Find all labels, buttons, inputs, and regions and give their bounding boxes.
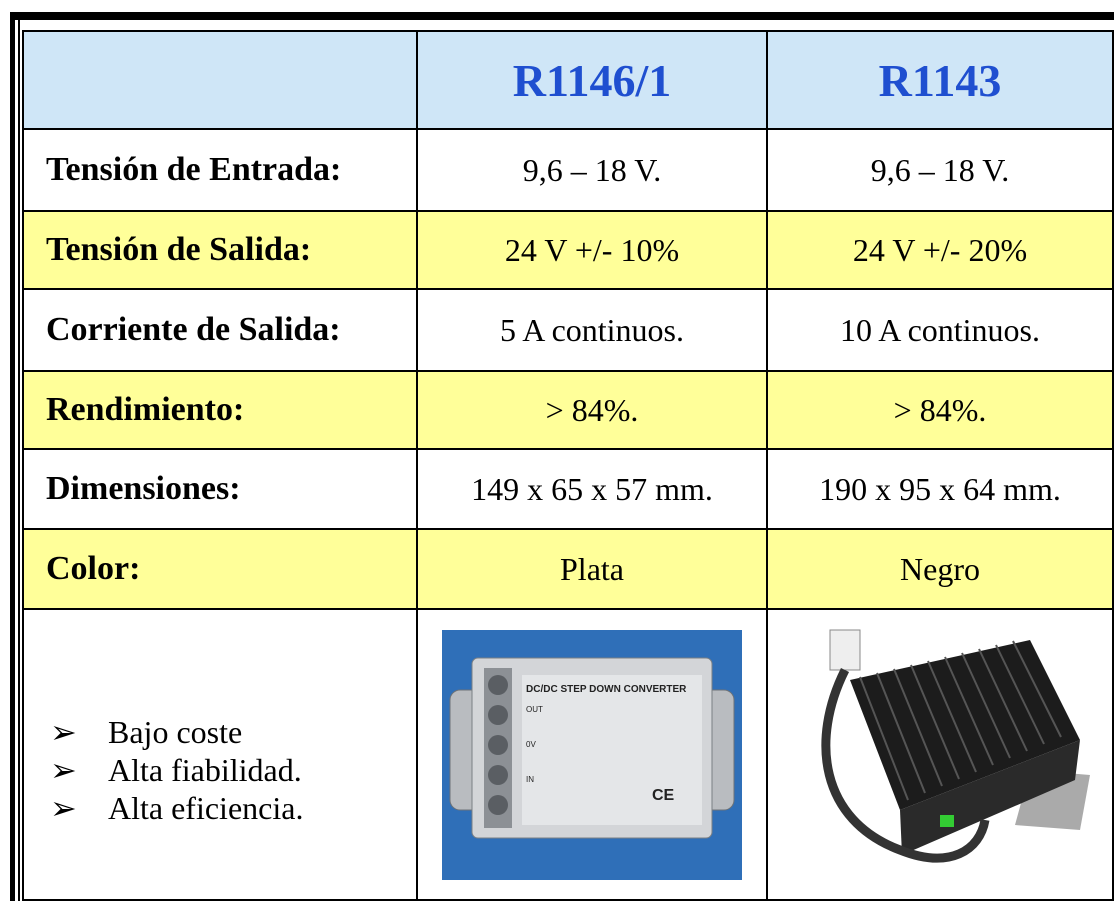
- column-header: R1143: [768, 30, 1114, 130]
- frame: [10, 12, 15, 901]
- spec-value: 9,6 – 18 V.: [418, 130, 768, 212]
- header-cell: [22, 30, 418, 130]
- frame: [18, 12, 20, 901]
- photo-label: OUT: [526, 705, 543, 714]
- features-cell: Bajo costeAlta fiabilidad.Alta eficienci…: [22, 610, 418, 901]
- product-photo: DC/DC STEP DOWN CONVERTER OUT 0V IN CE: [442, 629, 742, 880]
- photo-label: CE: [652, 787, 675, 804]
- row-label: Tensión de Salida:: [22, 212, 418, 290]
- spec-table: R1146/1 R1143 Tensión de Entrada: 9,6 – 18 …: [22, 30, 1114, 901]
- spec-value: 9,6 – 18 V.: [768, 130, 1114, 212]
- spec-value: Plata: [418, 530, 768, 610]
- photo-label: IN: [526, 775, 534, 784]
- row-label: Tensión de Entrada:: [22, 130, 418, 212]
- spec-value: 190 x 95 x 64 mm.: [768, 450, 1114, 530]
- feature-list: Bajo costeAlta fiabilidad.Alta eficienci…: [24, 713, 303, 827]
- photo-label: 0V: [526, 740, 536, 749]
- row-label: Dimensiones:: [22, 450, 418, 530]
- spec-value: 24 V +/- 20%: [768, 212, 1114, 290]
- row-label: Color:: [22, 530, 418, 610]
- frame: [10, 12, 1114, 20]
- feature: Bajo coste: [50, 713, 303, 751]
- spec-value: > 84%.: [418, 372, 768, 450]
- row-label: Rendimiento:: [22, 372, 418, 450]
- image-cell: [768, 610, 1114, 901]
- image-cell: DC/DC STEP DOWN CONVERTER OUT 0V IN CE: [418, 610, 768, 901]
- row-label: Corriente de Salida:: [22, 290, 418, 372]
- spec-value: 24 V +/- 10%: [418, 212, 768, 290]
- feature: Alta fiabilidad.: [50, 751, 303, 789]
- photo-label: DC/DC STEP DOWN CONVERTER: [526, 684, 687, 695]
- spec-value: 10 A continuos.: [768, 290, 1114, 372]
- column-header: R1146/1: [418, 30, 768, 130]
- spec-value: 149 x 65 x 57 mm.: [418, 450, 768, 530]
- spec-value: 5 A continuos.: [418, 290, 768, 372]
- feature: Alta eficiencia.: [50, 789, 303, 827]
- spec-value: > 84%.: [768, 372, 1114, 450]
- spec-value: Negro: [768, 530, 1114, 610]
- product-photo: [821, 629, 1090, 863]
